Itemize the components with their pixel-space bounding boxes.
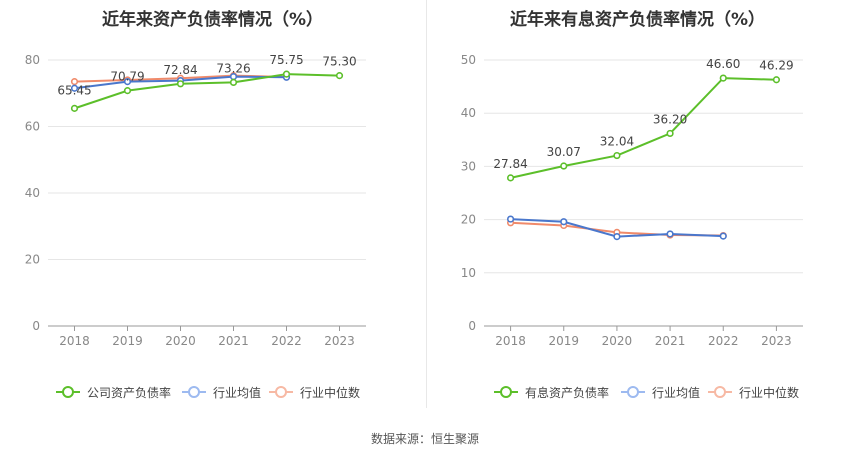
data-source-footer: 数据来源：恒生聚源: [370, 432, 479, 446]
data-point: [70, 104, 79, 112]
y-tick-label: 0: [468, 319, 476, 333]
panel-divider: [426, 0, 427, 408]
data-label: 36.20: [653, 112, 687, 126]
data-point: [123, 78, 132, 86]
x-tick-label: 2023: [324, 334, 355, 348]
legend-item-median[interactable]: 行业中位数: [707, 382, 799, 402]
chart-panel-right: 近年来有息资产负债率情况（%） 0 10 20 30 40 50 2018 2019 2020 2…: [425, 0, 850, 459]
data-point: [506, 174, 515, 182]
x-tick-label: 2019: [112, 334, 143, 348]
data-point: [123, 87, 132, 95]
data-label: 27.84: [493, 157, 527, 171]
legend-label: 公司资产负债率: [87, 385, 172, 400]
x-tick-label: 2022: [271, 334, 302, 348]
chart-legend: 有息资产负债率 行业均值 行业中位数: [425, 382, 850, 402]
data-label: 30.07: [547, 145, 581, 159]
chart-panel-left: 近年来资产负债率情况（%） 0 20 40 60 80 2018 2019 2020 2021 2…: [0, 10, 425, 402]
legend-line-marker-icon: [182, 386, 206, 398]
legend-item-company[interactable]: 有息资产负债率: [493, 382, 609, 402]
data-point: [506, 215, 515, 223]
data-point: [666, 129, 674, 138]
data-label: 70.79: [110, 70, 144, 84]
series-line: [510, 77, 777, 179]
y-tick-label: 60: [25, 120, 40, 134]
data-point: [335, 72, 344, 80]
y-tick-label: 20: [461, 213, 476, 227]
data-point: [719, 232, 727, 240]
y-tick-label: 0: [32, 319, 40, 333]
x-tick-label: 2020: [165, 334, 196, 348]
data-point: [560, 162, 568, 170]
x-tick-label: 2022: [708, 334, 739, 348]
legend-line-marker-icon: [621, 386, 645, 398]
y-tick-label: 50: [461, 53, 476, 67]
data-point: [613, 151, 621, 160]
data-label: 65.45: [57, 83, 91, 97]
data-label: 32.04: [600, 135, 634, 149]
legend-label: 行业均值: [213, 385, 262, 400]
line-chart-svg: 0 10 20 30 40 50 2018 2019 2020 2021 2022 2023 27.84…: [461, 53, 803, 348]
legend-item-avg[interactable]: 行业均值: [620, 382, 700, 402]
data-label: 75.75: [269, 53, 303, 67]
data-point: [613, 233, 621, 241]
legend-line-marker-icon: [494, 386, 518, 398]
data-point: [70, 84, 79, 92]
legend-line-marker-icon: [708, 386, 732, 398]
data-label: 46.60: [706, 57, 740, 71]
y-tick-label: 40: [461, 106, 476, 120]
legend-item-company[interactable]: 公司资产负债率: [55, 382, 171, 402]
data-label: 75.30: [322, 55, 356, 69]
legend-line-marker-icon: [269, 386, 293, 398]
chart-title: 近年来资产负债率情况（%）: [101, 10, 324, 30]
chart-legend: 公司资产负债率 行业均值 行业中位数: [0, 382, 425, 402]
y-tick-label: 80: [25, 53, 40, 67]
legend-item-median[interactable]: 行业中位数: [268, 382, 360, 402]
x-tick-label: 2019: [548, 334, 579, 348]
y-tick-label: 30: [461, 159, 476, 173]
data-label: 72.84: [163, 63, 197, 77]
data-point: [666, 230, 674, 238]
legend-label: 行业中位数: [300, 385, 361, 400]
x-tick-label: 2021: [655, 334, 686, 348]
data-point: [772, 76, 781, 84]
legend-label: 行业中位数: [739, 385, 800, 400]
data-point: [560, 218, 568, 226]
legend-label: 行业均值: [652, 385, 701, 400]
data-point: [229, 78, 238, 87]
legend-label: 有息资产负债率: [525, 385, 610, 400]
series-line: [74, 73, 340, 110]
data-point: [282, 70, 291, 78]
x-tick-label: 2021: [218, 334, 249, 348]
legend-line-marker-icon: [56, 386, 80, 398]
line-chart-svg: 0 20 40 60 80 2018 2019 2020 2021 2022 2023 65.45 70…: [25, 53, 366, 348]
y-tick-label: 20: [25, 253, 40, 267]
legend-item-avg[interactable]: 行业均值: [181, 382, 261, 402]
chart-title: 近年来有息资产负债率情况（%）: [509, 10, 766, 30]
x-tick-label: 2020: [602, 334, 633, 348]
y-tick-label: 10: [461, 266, 476, 280]
data-label: 46.29: [759, 59, 793, 73]
data-point: [176, 80, 185, 88]
x-tick-label: 2023: [761, 334, 792, 348]
data-point: [719, 74, 727, 82]
x-tick-label: 2018: [59, 334, 90, 348]
data-point: [70, 78, 79, 86]
data-label: 73.26: [216, 61, 250, 75]
x-tick-label: 2018: [495, 334, 526, 348]
y-tick-label: 40: [25, 186, 40, 200]
